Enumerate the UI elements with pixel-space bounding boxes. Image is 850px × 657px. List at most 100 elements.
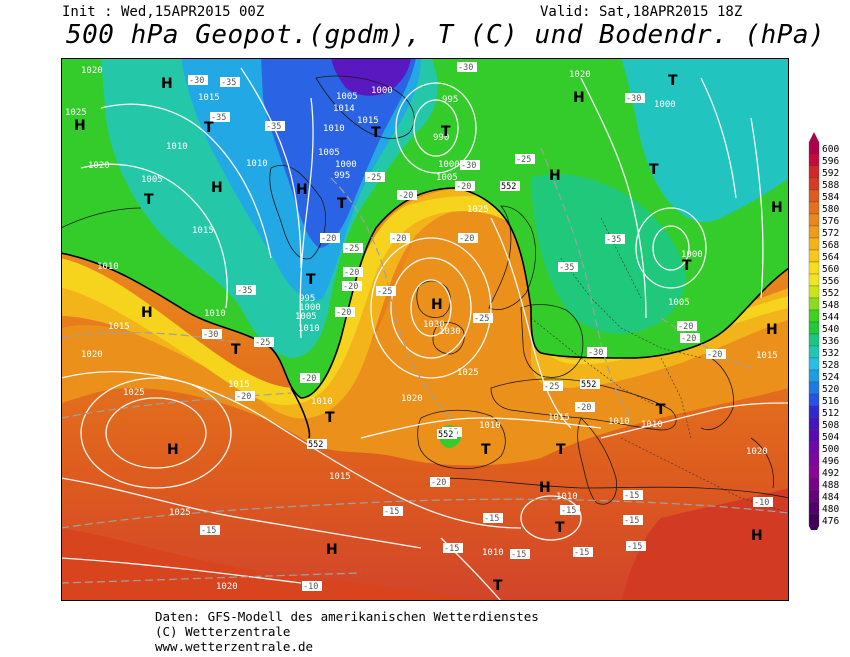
scale-swatch (808, 477, 820, 491)
pressure-label: 995 (334, 171, 350, 181)
pressure-centers: HHHHHHHHHHHHHHHTTTTTTTTTTTTTTTT (74, 73, 789, 594)
scale-swatch (808, 285, 820, 299)
pressure-label: 1010 (204, 309, 226, 319)
pressure-label: 1010 (556, 492, 578, 502)
color-scale: 6005965925885845805765725685645605565525… (808, 132, 839, 530)
temperature-label: -25 (344, 244, 359, 254)
scale-label: 592 (822, 168, 839, 179)
temperature-label-box (320, 233, 340, 243)
high-pressure-symbol: H (141, 305, 153, 321)
temperature-label: -35 (266, 122, 281, 132)
temperature-label: -20 (321, 234, 336, 244)
scale-label: 532 (822, 348, 839, 359)
field-532-ne (621, 58, 789, 222)
high-pressure-symbol: H (296, 182, 308, 198)
high-pressure-symbol: H (751, 528, 763, 544)
scale-swatch (808, 237, 820, 251)
pressure-label: 1005 (295, 312, 317, 322)
credits: Daten: GFS-Modell des amerikanischen Wet… (155, 609, 539, 654)
temperature-label-box (680, 333, 700, 343)
scale-swatch (808, 381, 820, 395)
scale-label: 500 (822, 444, 839, 455)
pressure-label: 1015 (548, 413, 570, 423)
weather-map[interactable]: 1020 1025 1020 1015 1010 1010 1005 1015 1010 1010… (61, 58, 789, 601)
credits-line-website[interactable]: www.wetterzentrale.de (155, 639, 314, 654)
pressure-label: 1015 (192, 226, 214, 236)
pressure-label: 1020 (88, 161, 110, 171)
temperature-label: -25 (255, 338, 270, 348)
low-pressure-symbol: T (441, 124, 451, 140)
scale-label: 556 (822, 276, 839, 287)
scale-label: 512 (822, 408, 839, 419)
pressure-label: 1000 (335, 160, 357, 170)
low-pressure-symbol: T (556, 442, 566, 458)
pressure-label: 1005 (436, 173, 458, 183)
pressure-label: 1025 (457, 368, 479, 378)
scale-label: 544 (822, 312, 839, 323)
pressure-label: 1010 (641, 420, 663, 430)
pressure-label: 1020 (401, 394, 423, 404)
scale-swatch (808, 273, 820, 287)
pressure-label: 1020 (81, 350, 103, 360)
pressure-label: 1020 (81, 66, 103, 76)
scale-label: 564 (822, 252, 839, 263)
pressure-label: 1015 (108, 322, 130, 332)
pressure-label: 1010 (166, 142, 188, 152)
pressure-label: 1025 (169, 508, 191, 518)
scale-swatch (808, 153, 820, 167)
temperature-label: -30 (461, 161, 476, 171)
height-label-box (580, 379, 600, 389)
temperature-label-box (575, 402, 595, 412)
temperature-label: -15 (561, 506, 576, 516)
low-pressure-symbol: T (231, 342, 241, 358)
temperature-label-box (430, 477, 450, 487)
temperature-label-box (543, 381, 563, 391)
height-label-box (437, 429, 457, 439)
pressure-label: 1010 (246, 159, 268, 169)
temperature-label-box (397, 190, 417, 200)
scale-swatch (808, 141, 820, 155)
scale-swatch (808, 453, 820, 467)
field-584-se (621, 488, 789, 601)
scale-label: 580 (822, 204, 839, 215)
scale-swatch (808, 177, 820, 191)
pressure-label: 1015 (329, 472, 351, 482)
pressure-label: 990 (433, 133, 449, 143)
high-pressure-symbol: H (167, 442, 179, 458)
scale-label: 588 (822, 180, 839, 191)
scale-label: 576 (822, 216, 839, 227)
low-pressure-symbol: T (144, 192, 154, 208)
scale-label: 516 (822, 396, 839, 407)
scale-swatch (808, 429, 820, 443)
low-pressure-symbol: T (204, 120, 214, 136)
high-pressure-symbol: H (326, 542, 338, 558)
temperature-label: -10 (754, 498, 769, 508)
scale-label: 596 (822, 156, 839, 167)
high-pressure-symbol: H (211, 180, 223, 196)
temperature-label-box (753, 497, 773, 507)
pressure-label: 1010 (323, 124, 345, 134)
borders (530, 217, 789, 514)
temperature-label: -20 (431, 478, 446, 488)
temperature-label-box (626, 541, 646, 551)
temperature-label-box (383, 506, 403, 516)
map-title: 500 hPa Geopot.(gpdm), T (C) und Bodendr… (66, 20, 826, 50)
temperature-label-box (342, 281, 362, 291)
scale-swatch (808, 441, 820, 455)
temperature-label: -35 (211, 113, 226, 123)
height-label: 552 (581, 380, 596, 390)
height-label: 552 (501, 182, 516, 192)
height-label: 552 (308, 440, 323, 450)
temperature-labels: -35-30-35-35-30-30-30-20-25-25-20-20-25-… (188, 62, 773, 592)
height-labels: 552 552 552 552 (307, 181, 600, 450)
temperature-label-box (235, 391, 255, 401)
pressure-label: 995 (299, 294, 315, 304)
high-pressure-symbol: H (431, 297, 443, 313)
height-label-box (307, 439, 327, 449)
scale-swatch (808, 321, 820, 335)
temperature-label-box (343, 243, 363, 253)
scale-swatch (808, 249, 820, 263)
temperature-label-box (623, 490, 643, 500)
temperature-label: -15 (511, 550, 526, 560)
pressure-label: 1030 (439, 327, 461, 337)
